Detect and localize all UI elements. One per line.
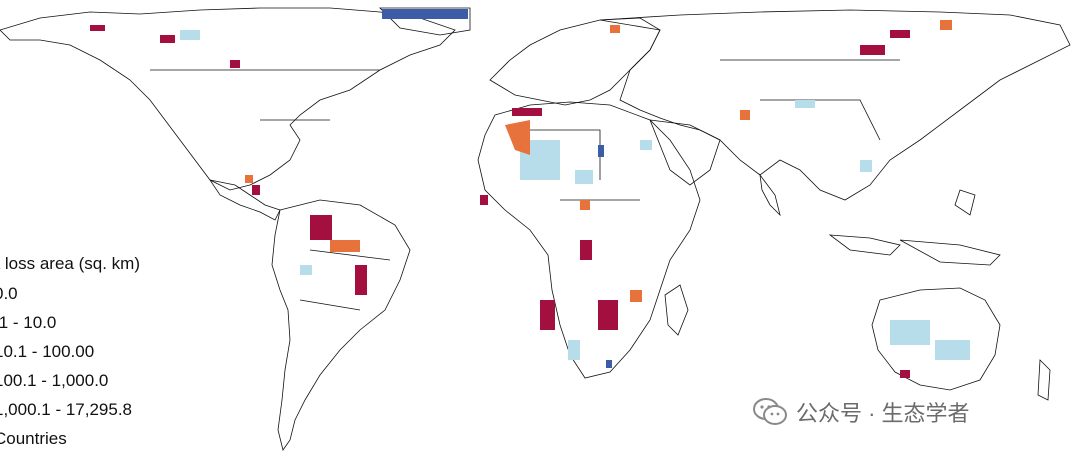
legend-label: Countries: [0, 429, 67, 448]
legend-item-1: .1 - 10.0: [0, 313, 56, 333]
legend-label: 100.1 - 1,000.0: [0, 371, 109, 390]
map-legend: at loss area (sq. km) 0.0 .1 - 10.0 10.1…: [0, 250, 240, 450]
legend-title: at loss area (sq. km): [0, 254, 140, 273]
loss-patches-light: [180, 30, 970, 360]
watermark-text: 公众号 · 生态学者: [796, 401, 970, 426]
legend-label: 1,000.1 - 17,295.8: [0, 400, 133, 419]
watermark: 公众号 · 生态学者: [752, 392, 970, 432]
legend-item-0: 0.0: [0, 284, 18, 304]
wechat-icon: [753, 398, 787, 425]
loss-patches-orange: [245, 20, 952, 302]
country-outlines: [0, 7, 1071, 451]
legend-label: 0.0: [0, 284, 18, 303]
legend-item-3: 100.1 - 1,000.0: [0, 371, 108, 391]
legend-label: 10.1 - 100.00: [0, 342, 95, 361]
legend-item-4: 1,000.1 - 17,295.8: [0, 400, 132, 420]
legend-item-2: 10.1 - 100.00: [0, 342, 94, 362]
legend-item-5: Countries: [0, 429, 67, 449]
gain-patches: [382, 9, 612, 368]
legend-label: .1 - 10.0: [0, 313, 57, 332]
loss-patches-red: [90, 25, 910, 378]
